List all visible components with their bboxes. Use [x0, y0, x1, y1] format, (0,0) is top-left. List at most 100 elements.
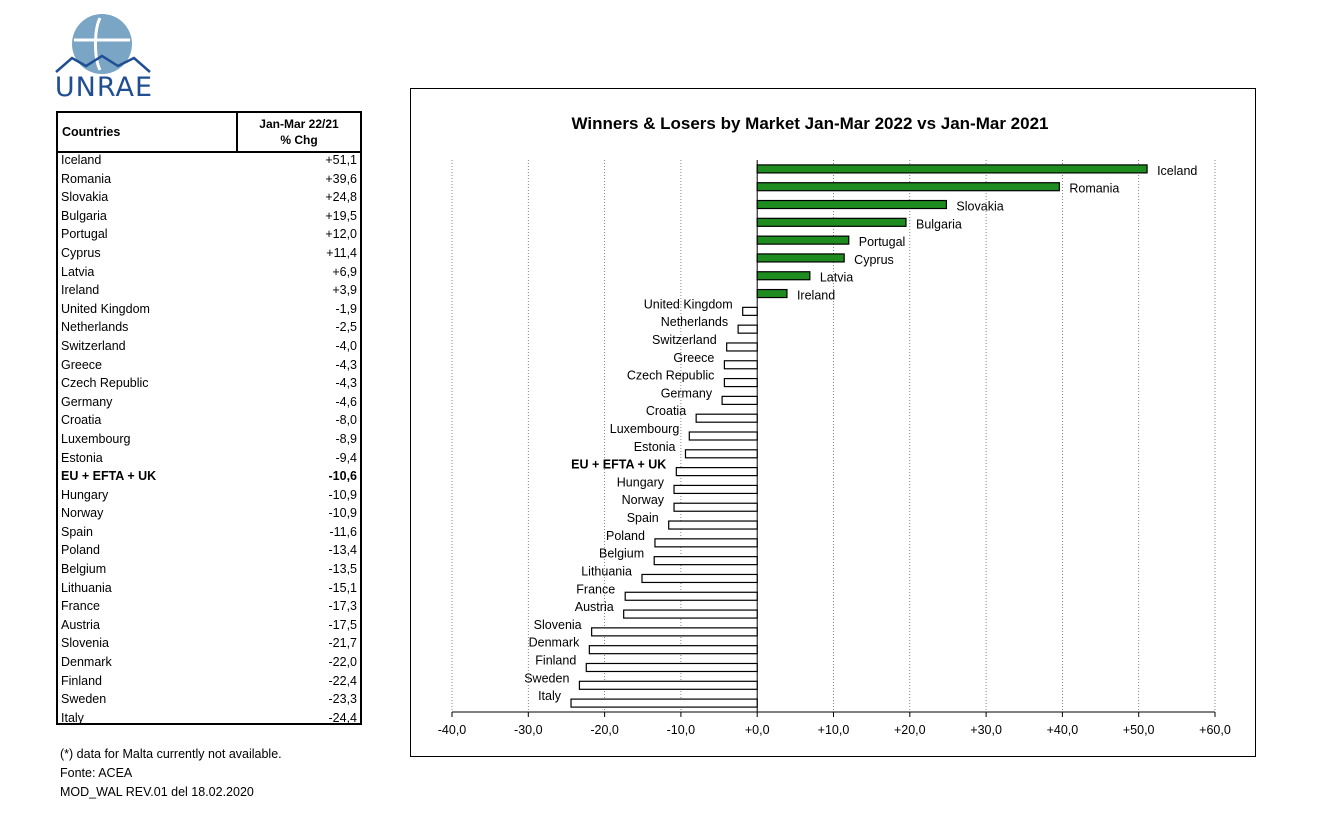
bar-chart: -40,0 -30,0 -20,0 -10,0 +0,0 +10,0 +20,0 +30,0 +… — [438, 160, 1231, 737]
bar — [756, 253, 845, 263]
country-cell: Austria — [61, 617, 100, 632]
bar-label: Switzerland — [652, 333, 717, 347]
bar — [585, 662, 758, 673]
bar-label: Germany — [661, 386, 713, 400]
x-tick-label: +20,0 — [894, 723, 926, 737]
table-row: Bulgaria +19,5 — [58, 207, 360, 226]
bar — [675, 467, 758, 477]
note-malta: (*) data for Malta currently not availab… — [60, 747, 282, 761]
country-cell: Iceland — [61, 153, 102, 167]
bar — [578, 680, 758, 690]
country-cell: Slovakia — [61, 190, 109, 205]
bar — [623, 609, 758, 619]
bar — [695, 413, 758, 423]
note-revision: MOD_WAL REV.01 del 18.02.2020 — [60, 785, 254, 799]
table-row: Sweden -23,3 — [58, 690, 360, 709]
pct-change-cell: -4,3 — [335, 357, 357, 372]
bar-label: France — [576, 582, 615, 596]
table-row: Poland -13,4 — [58, 541, 360, 560]
country-cell: Lithuania — [61, 580, 112, 595]
table-row: Ireland +3,9 — [58, 281, 360, 300]
bar — [673, 484, 758, 495]
table-row: Finland -22,4 — [58, 672, 360, 691]
x-tick-label: +40,0 — [1047, 723, 1079, 737]
bar-label: Hungary — [617, 475, 665, 489]
pct-change-cell: -9,4 — [335, 450, 357, 465]
bar-label: Ireland — [797, 289, 835, 303]
bar-label: United Kingdom — [644, 297, 733, 311]
country-cell: Portugal — [61, 227, 108, 242]
bar-label: Lithuania — [581, 564, 632, 578]
pct-change-cell: -13,5 — [328, 562, 358, 577]
x-tick-label: +10,0 — [818, 723, 850, 737]
country-cell: Belgium — [61, 562, 107, 577]
header-period: Jan-Mar 22/21 — [259, 117, 339, 131]
pct-change-cell: -2,5 — [335, 320, 357, 335]
country-cell: Poland — [61, 543, 100, 558]
table-row: Netherlands -2,5 — [58, 318, 360, 337]
bar-label: Cyprus — [854, 253, 894, 267]
table-row: Latvia +6,9 — [58, 263, 360, 282]
chart-frame — [410, 88, 1256, 757]
country-cell: Estonia — [61, 450, 103, 465]
country-cell: Norway — [61, 506, 104, 521]
table-row: Germany -4,6 — [58, 393, 360, 412]
bar — [756, 217, 907, 227]
table-row: EU + EFTA + UK -10,6 — [58, 467, 360, 486]
bar — [673, 502, 758, 512]
x-tick-label: -20,0 — [590, 723, 619, 737]
pct-change-cell: +19,5 — [325, 208, 357, 223]
table-row: Cyprus +11,4 — [58, 244, 360, 263]
table-row: Portugal +12,0 — [58, 225, 360, 244]
bar-label: Greece — [673, 351, 714, 365]
bar — [756, 199, 948, 210]
bar — [723, 360, 758, 370]
table-row: Belgium -13,5 — [58, 560, 360, 579]
pct-change-cell: -17,3 — [328, 599, 358, 614]
note-source: Fonte: ACEA — [60, 766, 133, 780]
table-row: Slovenia -21,7 — [58, 634, 360, 653]
table-row: Romania +39,6 — [58, 170, 360, 189]
pct-change-cell: -10,9 — [328, 506, 358, 521]
bar-label: Netherlands — [661, 315, 728, 329]
logo-text: UNRAE — [54, 72, 154, 103]
country-cell: Ireland — [61, 283, 100, 298]
pct-change-cell: -13,4 — [328, 543, 358, 558]
x-tick-label: +50,0 — [1123, 723, 1155, 737]
pct-change-cell: -24,4 — [328, 710, 358, 725]
bar — [756, 164, 1148, 174]
table-row: Spain -11,6 — [58, 523, 360, 542]
table-row: Greece -4,3 — [58, 356, 360, 375]
country-cell: Latvia — [61, 264, 95, 279]
bar-label: Sweden — [524, 671, 569, 685]
country-cell: Slovenia — [61, 636, 109, 651]
x-tick-label: -30,0 — [514, 723, 543, 737]
x-tick-label: +0,0 — [745, 723, 770, 737]
table-row: France -17,3 — [58, 597, 360, 616]
bar — [721, 395, 758, 405]
country-cell: Sweden — [61, 692, 107, 707]
country-cell: Germany — [61, 394, 113, 409]
pct-change-cell: -8,0 — [335, 413, 357, 428]
bar-label: Finland — [535, 653, 576, 667]
country-cell: Netherlands — [61, 320, 129, 335]
x-tick-label: +30,0 — [970, 723, 1002, 737]
bar — [641, 573, 758, 584]
table-row: Slovakia +24,8 — [58, 188, 360, 207]
bar-label: Bulgaria — [916, 217, 962, 231]
pct-change-cell: +6,9 — [332, 264, 357, 279]
bar — [653, 556, 758, 566]
bar-label: Romania — [1069, 182, 1119, 196]
table-row: Denmark -22,0 — [58, 653, 360, 672]
table-header: Countries Jan-Mar 22/21 % Chg — [58, 113, 360, 153]
country-cell: Luxembourg — [61, 431, 131, 446]
footnotes: (*) data for Malta currently not availab… — [60, 745, 282, 802]
table-row: United Kingdom -1,9 — [58, 300, 360, 319]
country-cell: Italy — [61, 710, 84, 725]
country-cell: Denmark — [61, 655, 112, 670]
pct-change-cell: -10,9 — [328, 487, 358, 502]
pct-change-cell: -22,4 — [328, 673, 358, 688]
bar-label: Belgium — [599, 547, 644, 561]
bar-label: Denmark — [529, 636, 580, 650]
bar — [723, 377, 758, 388]
